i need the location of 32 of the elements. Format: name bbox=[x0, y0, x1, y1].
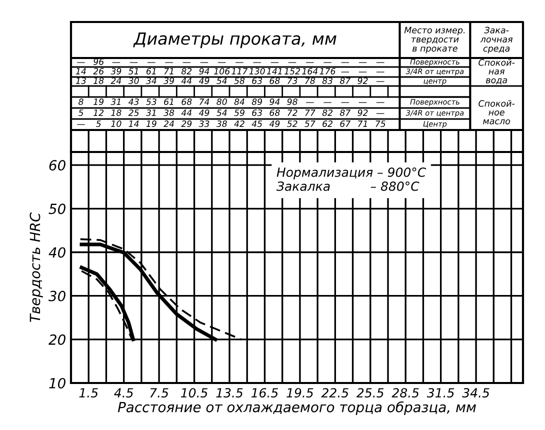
y-tick-label: 60 bbox=[49, 160, 66, 171]
text: Спокой- ное масло bbox=[478, 100, 515, 124]
text: Спокой- ная вода bbox=[478, 59, 515, 84]
text: 13 18 24 30 34 39 44 49 54 58 63 68 73 78 83 87 92 — bbox=[76, 77, 384, 84]
x-tick-label: 10.5 bbox=[180, 388, 208, 398]
annotation: Закалка – 880°C bbox=[276, 181, 420, 191]
y-tick-label: 20 bbox=[48, 334, 66, 345]
x-tick-label: 7.5 bbox=[150, 388, 168, 398]
x-tick-label: 25.5 bbox=[356, 388, 384, 398]
text: 5 12 18 25 31 38 44 49 54 59 63 68 72 77 82 87 92 — bbox=[78, 109, 384, 116]
x-tick-label: 16.5 bbox=[251, 388, 278, 398]
x-tick-label: 13.5 bbox=[216, 388, 243, 398]
text: Диаметры проката, мм bbox=[133, 32, 336, 48]
y-tick-label: 50 bbox=[48, 204, 66, 214]
x-axis-title: Расстояние от охлаждаемого торца образца, мм bbox=[118, 401, 476, 416]
annotation: Нормализация – 900°C bbox=[276, 167, 426, 180]
y-axis-title: Твердость HRC bbox=[30, 212, 43, 322]
text: Зака- лочная среда bbox=[480, 26, 513, 54]
x-tick-label: 19.5 bbox=[286, 388, 314, 398]
y-tick-label: 30 bbox=[48, 290, 66, 302]
x-tick-label: 28.5 bbox=[392, 388, 419, 398]
text: 8 19 31 43 53 61 68 74 80 84 89 94 98 — — — — — bbox=[78, 98, 384, 105]
x-tick-label: 1.5 bbox=[79, 388, 98, 398]
text: — 5 10 14 19 24 29 33 38 42 45 49 52 57 62 67 71 75 bbox=[77, 120, 386, 127]
y-tick-label: 40 bbox=[48, 247, 66, 258]
text: Место измер. твердости в прокате bbox=[404, 26, 465, 54]
text: 14 26 39 51 61 71 82 94 106 117 130 141 152 164 176 — — — bbox=[76, 68, 384, 74]
x-tick-label: 4.5 bbox=[114, 388, 134, 398]
x-tick-label: 22.5 bbox=[321, 388, 348, 398]
x-tick-label: 31.5 bbox=[426, 388, 454, 398]
x-tick-label: 34.5 bbox=[462, 388, 490, 398]
y-tick-label: 10 bbox=[49, 378, 66, 388]
